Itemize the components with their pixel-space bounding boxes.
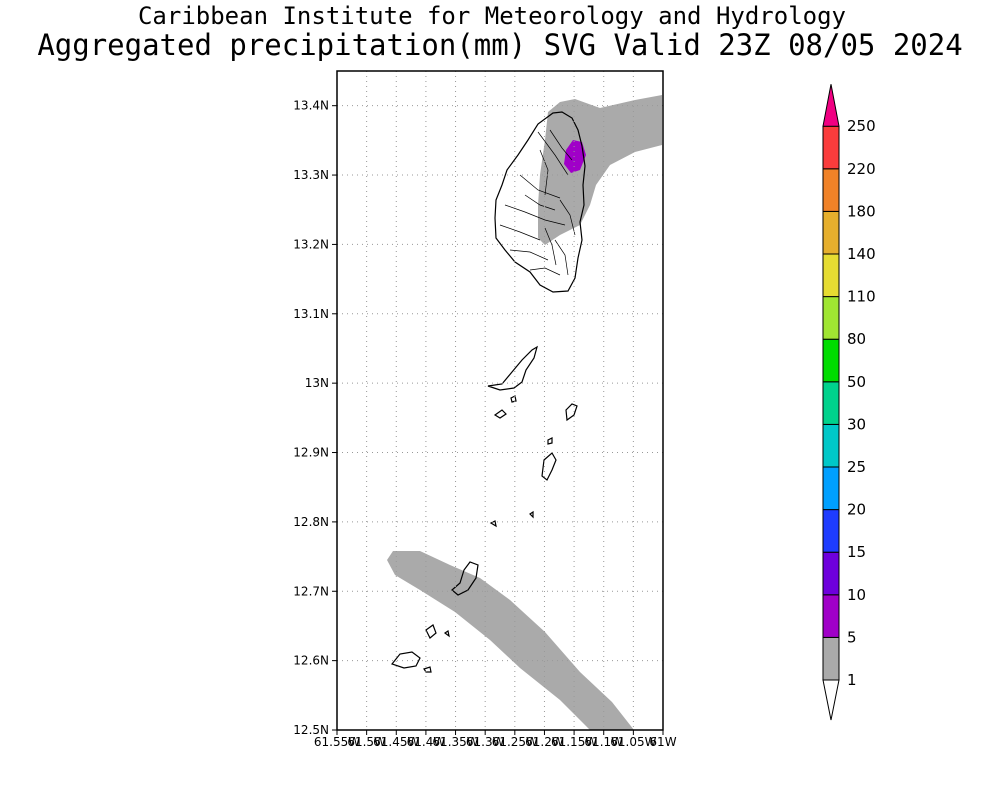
y-tick-label: 13.2N bbox=[293, 237, 329, 251]
colorbar-label: 110 bbox=[847, 288, 876, 306]
carriacou-island bbox=[390, 651, 421, 669]
colorbar-label: 1 bbox=[847, 671, 857, 689]
colorbar-segment bbox=[822, 338, 840, 383]
y-tick-label: 13.4N bbox=[293, 99, 329, 113]
y-tick-label: 12.8N bbox=[293, 515, 329, 529]
colorbar-label: 15 bbox=[847, 543, 866, 561]
islet-e bbox=[529, 510, 534, 519]
carriacou-islet-2 bbox=[443, 630, 450, 638]
st-vincent-rivers bbox=[499, 129, 576, 276]
colorbar-segment bbox=[822, 296, 840, 340]
map-frame bbox=[336, 70, 664, 731]
islet-f bbox=[423, 666, 432, 673]
colorbar-label: 140 bbox=[847, 245, 876, 263]
colorbar-segment bbox=[822, 168, 840, 212]
map-axes: 12.5N 12.6N 12.7N 12.8N 12.9N 13N 13.1N 13.2N 13… bbox=[293, 99, 676, 749]
colorbar-label: 80 bbox=[847, 330, 866, 348]
x-tick-label: 61.4W bbox=[407, 735, 446, 749]
precip-band-north bbox=[538, 95, 662, 245]
colorbar-label: 25 bbox=[847, 458, 866, 476]
islet-b bbox=[510, 395, 517, 403]
colorbar-label: 250 bbox=[847, 117, 876, 135]
x-tick-label: 61W bbox=[649, 735, 676, 749]
institute-title: Caribbean Institute for Meteorology and … bbox=[137, 2, 846, 30]
y-tick-label: 13N bbox=[305, 376, 329, 390]
x-tick-label: 61.5W bbox=[347, 735, 386, 749]
colorbar-label: 30 bbox=[847, 415, 866, 433]
colorbar-segment bbox=[822, 509, 840, 553]
y-tick-label: 12.7N bbox=[293, 584, 329, 598]
x-tick-label: 61.05W bbox=[610, 735, 656, 749]
colorbar-segment bbox=[822, 381, 840, 425]
precip-shading bbox=[387, 95, 662, 730]
islet-c bbox=[547, 437, 553, 445]
colorbar-segment bbox=[822, 551, 840, 596]
precip-band-south bbox=[387, 551, 634, 730]
bequia-island bbox=[487, 345, 538, 391]
x-tick-label: 61.25W bbox=[492, 735, 538, 749]
colorbar-top-arrow bbox=[822, 84, 840, 127]
x-tick-label: 61.2W bbox=[525, 735, 564, 749]
x-tick-label: 61.15W bbox=[551, 735, 597, 749]
x-tick-label: 61.35W bbox=[432, 735, 478, 749]
colorbar-label: 220 bbox=[847, 160, 876, 178]
colorbar-label: 50 bbox=[847, 373, 866, 391]
x-tick-label: 61.3W bbox=[466, 735, 505, 749]
colorbar-segment bbox=[822, 636, 840, 681]
y-tick-label: 12.6N bbox=[293, 654, 329, 668]
colorbar-bottom-arrow bbox=[822, 679, 840, 721]
mustique-island bbox=[565, 403, 578, 422]
islet-a bbox=[493, 409, 507, 419]
colorbar-label: 180 bbox=[847, 202, 876, 220]
x-tick-label: 61.55W bbox=[314, 735, 360, 749]
island-outlines bbox=[390, 111, 586, 673]
colorbar-segment bbox=[822, 466, 840, 511]
st-vincent-island bbox=[494, 111, 586, 293]
union-island bbox=[451, 561, 479, 596]
colorbar-segment bbox=[822, 253, 840, 298]
y-tick-label: 13.1N bbox=[293, 307, 329, 321]
precip-10mm-patch bbox=[564, 140, 586, 173]
colorbar-segment bbox=[822, 594, 840, 638]
x-tick-label: 61.1W bbox=[584, 735, 623, 749]
y-tick-label: 12.5N bbox=[293, 723, 329, 737]
colorbar-label: 10 bbox=[847, 586, 866, 604]
y-tick-label: 13.3N bbox=[293, 168, 329, 182]
colorbar-segment bbox=[822, 423, 840, 468]
colorbar-label: 5 bbox=[847, 628, 857, 646]
colorbar-segment bbox=[822, 125, 840, 170]
x-tick-label: 61.45W bbox=[373, 735, 419, 749]
colorbar-segment bbox=[822, 210, 840, 255]
carriacou-islet-1 bbox=[425, 624, 437, 639]
y-tick-label: 12.9N bbox=[293, 446, 329, 460]
islet-d bbox=[489, 520, 497, 528]
map-title: Aggregated precipitation(mm) SVG Valid 2… bbox=[37, 28, 963, 62]
colorbar-label: 20 bbox=[847, 501, 866, 519]
